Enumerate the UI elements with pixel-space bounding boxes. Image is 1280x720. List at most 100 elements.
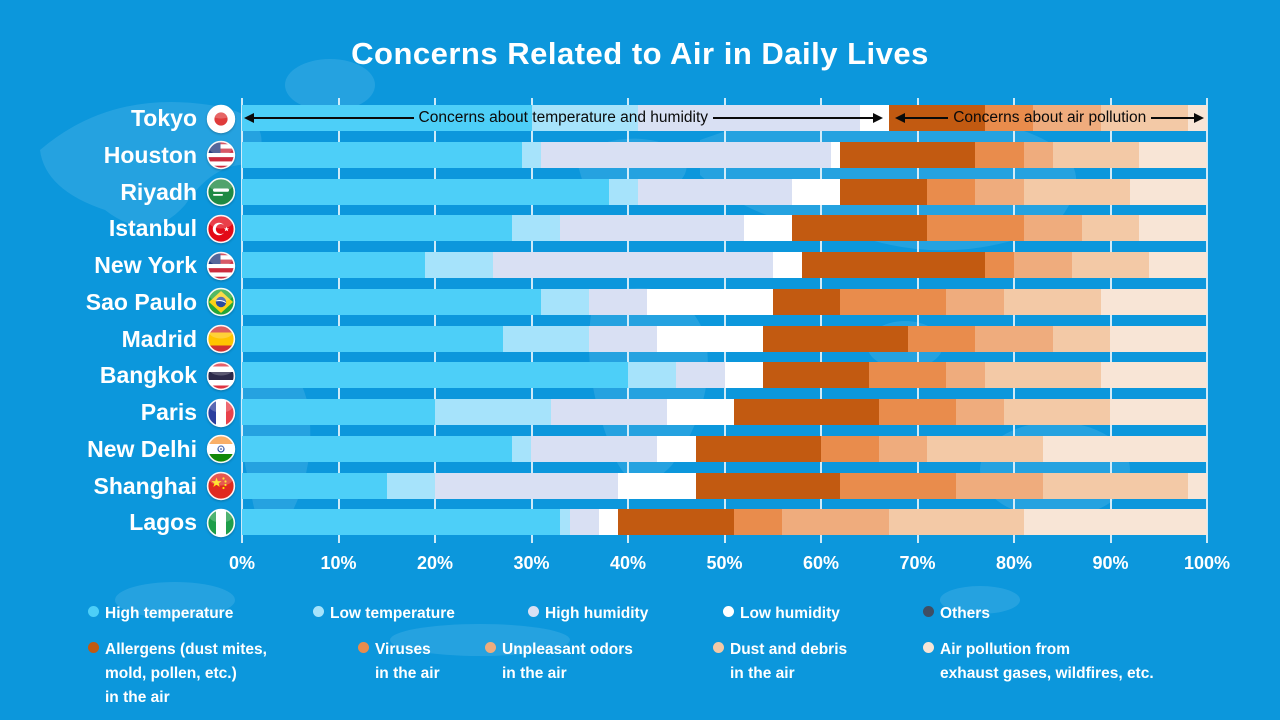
legend-label: Allergens (dust mites, mold, pollen, etc… xyxy=(105,641,267,707)
bar-segment xyxy=(1081,215,1140,242)
city-label-row: Bangkok xyxy=(0,357,238,394)
bar-row xyxy=(242,362,1207,389)
bar-segment xyxy=(541,288,590,315)
bar-segment xyxy=(676,362,725,389)
bar-segment xyxy=(1149,252,1207,278)
bar-segment xyxy=(242,435,513,462)
x-tick-label: 100% xyxy=(1183,553,1231,573)
bar-segment xyxy=(695,435,821,462)
bar-segment xyxy=(512,435,532,462)
flag-icon-thailand xyxy=(206,361,236,391)
bar-segment xyxy=(608,178,638,205)
bar-segment xyxy=(927,435,1043,462)
bar-row xyxy=(242,325,1207,352)
city-label-row: Riyadh xyxy=(0,174,238,211)
x-tick-label: 70% xyxy=(899,553,936,573)
bar-segment xyxy=(985,252,1014,278)
bar-segment xyxy=(656,325,764,352)
city-label-row: Istanbul xyxy=(0,210,238,247)
x-tick-label: 50% xyxy=(706,553,743,573)
city-label: Sao Paulo xyxy=(85,288,197,315)
bar-segment xyxy=(927,215,1024,242)
bar-segment xyxy=(763,362,870,389)
legend-label: Low temperature xyxy=(330,605,455,622)
bar-segment xyxy=(946,362,986,389)
bar-segment xyxy=(647,288,773,315)
legend-dot xyxy=(88,606,99,617)
annotation-text: Concerns about temperature and humidity xyxy=(418,109,709,127)
bar-segment xyxy=(1139,141,1207,168)
legend-item: Allergens (dust mites, mold, pollen, etc… xyxy=(88,638,267,710)
city-label-row: Houston xyxy=(0,137,238,174)
bar-segment xyxy=(734,399,879,425)
legend-dot xyxy=(713,642,724,653)
city-label-row: Sao Paulo xyxy=(0,284,238,321)
legend-item: Unpleasant odors in the air xyxy=(485,638,633,686)
bar-segment xyxy=(792,178,841,205)
bar-segment xyxy=(570,509,600,536)
bar-segment xyxy=(869,362,947,389)
bar-segment xyxy=(386,472,435,499)
bar-segment xyxy=(618,509,735,536)
bar-segment xyxy=(724,362,764,389)
annotation-temperature-humidity: Concerns about temperature and humidity xyxy=(244,105,883,131)
gridline xyxy=(530,98,533,543)
bar-row xyxy=(242,435,1207,462)
annotation-air-pollution: Concerns about air pollution xyxy=(895,105,1205,131)
bar-segment xyxy=(695,472,841,499)
bar-segment xyxy=(1100,362,1207,389)
bar-segment xyxy=(589,325,657,352)
gridline xyxy=(241,98,243,543)
bar-segment xyxy=(1004,288,1101,315)
bar-segment xyxy=(656,435,696,462)
city-column: Tokyo Houston Riyadh Istanbul New York Sao Pa… xyxy=(0,100,238,541)
legend-dot xyxy=(528,606,539,617)
bar-segment xyxy=(242,472,387,499)
legend-item: Viruses in the air xyxy=(358,638,440,686)
city-label: Tokyo xyxy=(130,105,197,131)
flag-icon-india xyxy=(206,434,236,464)
bar-segment xyxy=(666,399,735,425)
bar-row xyxy=(242,472,1207,499)
flag-icon-china xyxy=(206,471,236,501)
bar-segment xyxy=(242,215,513,242)
bar-segment xyxy=(840,178,928,205)
city-label-row: New York xyxy=(0,247,238,284)
bar-segment xyxy=(763,325,908,352)
bar-segment xyxy=(560,215,744,242)
x-tick-label: 80% xyxy=(995,553,1033,573)
city-label-row: Tokyo xyxy=(0,100,238,137)
bar-row xyxy=(242,509,1207,536)
bar-segment xyxy=(878,399,957,425)
legend-dot xyxy=(313,606,324,617)
bar-segment xyxy=(589,288,648,315)
bar-segment xyxy=(435,399,551,425)
flag-icon-saudi-arabia xyxy=(206,177,236,207)
bar-segment xyxy=(242,288,542,315)
legend-label: High temperature xyxy=(105,605,234,622)
legend-dot xyxy=(923,642,934,653)
bar-segment xyxy=(1042,472,1188,499)
bar-segment xyxy=(1187,472,1207,499)
x-tick-label: 40% xyxy=(609,553,647,573)
x-tick-label: 30% xyxy=(513,553,550,573)
legend-dot xyxy=(485,642,496,653)
left-arrow-icon xyxy=(244,113,414,123)
city-label-row: Shanghai xyxy=(0,468,238,505)
bar-segment xyxy=(560,509,571,536)
gridline xyxy=(627,98,629,543)
legend-dot xyxy=(88,642,99,653)
city-label-row: New Delhi xyxy=(0,431,238,468)
gridline xyxy=(723,98,726,543)
bar-segment xyxy=(531,105,638,131)
right-arrow-icon xyxy=(713,113,883,123)
bar-segment xyxy=(888,509,1024,536)
bar-segment xyxy=(840,288,947,315)
bar-row xyxy=(242,399,1207,425)
bar-segment xyxy=(1013,252,1072,278)
bar-segment xyxy=(830,141,841,168)
city-label: Bangkok xyxy=(99,362,197,389)
legend-item: Others xyxy=(923,602,990,626)
legend-label: Air pollution from exhaust gases, wildfi… xyxy=(940,641,1154,683)
